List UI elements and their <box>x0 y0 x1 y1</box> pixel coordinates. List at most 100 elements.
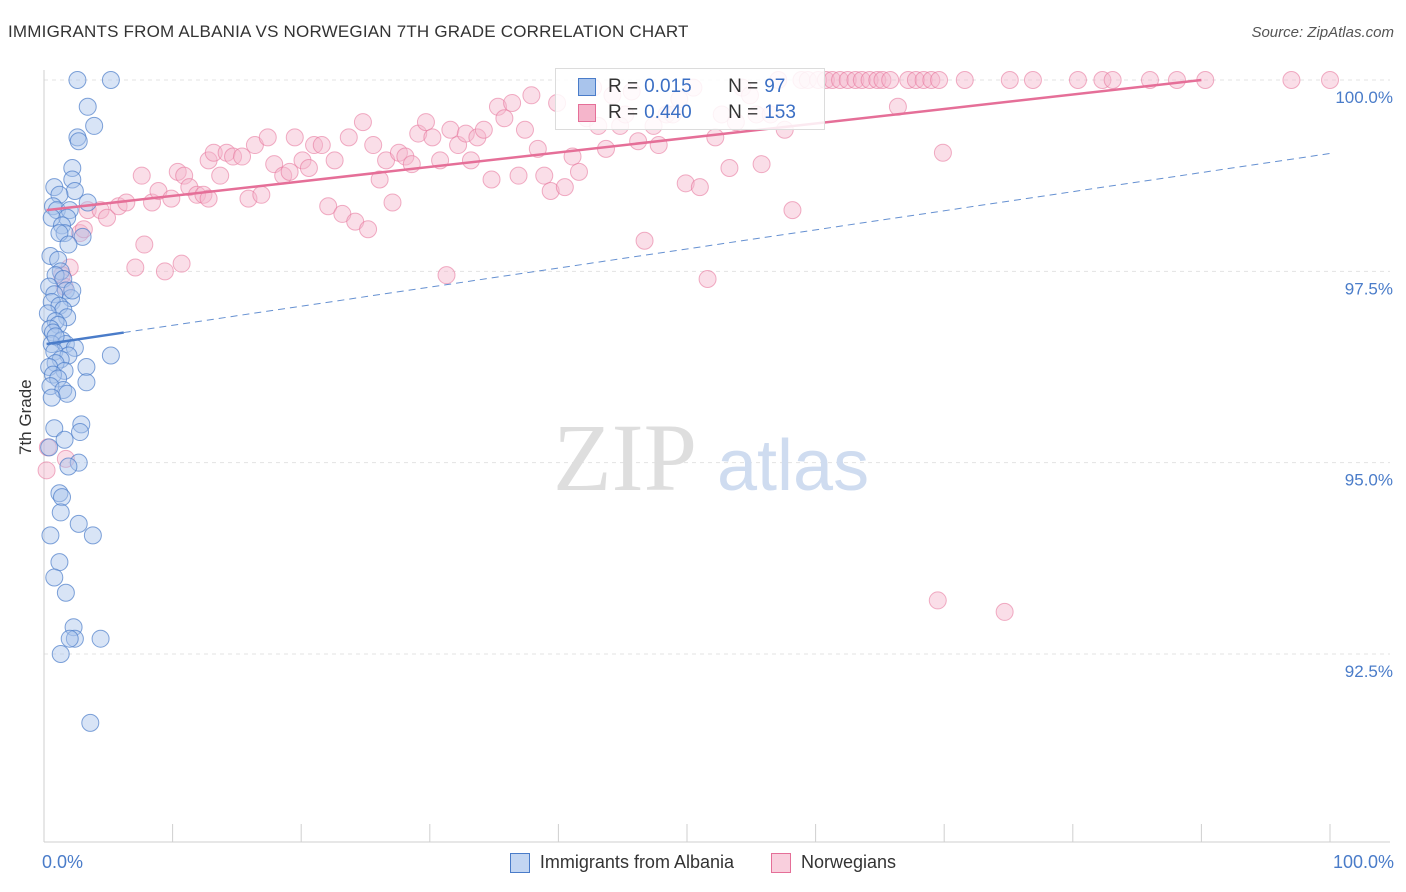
norwegians-point <box>555 178 574 197</box>
norwegians-point <box>1023 71 1042 89</box>
albania-point <box>55 224 74 243</box>
albania-point <box>63 281 82 300</box>
norwegians-swatch <box>578 104 596 122</box>
norwegians-point <box>383 193 402 212</box>
norwegians-point <box>922 71 941 89</box>
albania-point <box>69 132 88 151</box>
norwegians-point <box>928 591 947 610</box>
norwegians-point <box>162 189 181 208</box>
albania-point <box>77 358 96 376</box>
albania-point <box>51 645 70 663</box>
norwegians-point <box>1093 71 1112 89</box>
norwegians-point <box>172 254 191 273</box>
norwegians-points <box>37 71 1339 621</box>
albania-swatch <box>578 78 596 96</box>
norwegians-point <box>180 178 199 197</box>
stats-row-albania: R = 0.015 N = 97 <box>578 75 785 99</box>
albania-point <box>59 235 78 254</box>
norwegians-point <box>233 147 252 166</box>
chart-title: IMMIGRANTS FROM ALBANIA VS NORWEGIAN 7TH… <box>8 22 689 41</box>
norwegians-point <box>649 136 668 155</box>
norwegians-trend-line <box>46 78 1202 212</box>
legend-label-albania: Immigrants from Albania <box>539 852 734 872</box>
series-legend: Immigrants from Albania Norwegians <box>0 852 1406 878</box>
stats-legend: R = 0.015 N = 97 R = 0.440 N = 153 <box>555 68 825 130</box>
norwegians-point <box>211 166 230 185</box>
albania-point <box>64 618 83 637</box>
norwegians-point <box>706 128 725 147</box>
norwegians-point <box>676 174 695 193</box>
norwegians-point <box>280 162 299 181</box>
norwegians-point <box>98 208 117 227</box>
norwegians-point <box>319 197 338 216</box>
norwegians-point <box>461 151 480 170</box>
trend-lines <box>46 78 1331 346</box>
norwegians-point <box>690 178 709 197</box>
albania-point <box>83 526 102 545</box>
norwegians-point <box>312 136 331 155</box>
watermark-zip: ZIP <box>553 404 697 511</box>
norwegians-point <box>930 71 949 89</box>
albania-point <box>71 423 90 442</box>
albania-point <box>45 419 64 438</box>
albania-point <box>51 503 70 522</box>
norwegians-point <box>359 220 378 239</box>
norwegians-point <box>74 220 93 239</box>
albania-point <box>41 526 60 545</box>
y-tick-label: 97.5% <box>1345 279 1393 298</box>
chart-source: Source: ZipAtlas.com <box>1251 24 1394 41</box>
albania-point <box>53 488 72 507</box>
norwegians-r-label: R = <box>608 102 639 123</box>
albania-point <box>50 185 69 204</box>
norwegians-point <box>846 71 865 89</box>
axes <box>43 70 1390 843</box>
albania-trend-line <box>46 331 124 346</box>
norwegians-point <box>914 71 933 89</box>
norwegians-point <box>441 120 460 139</box>
norwegians-point <box>899 71 918 89</box>
legend-swatch-norwegians <box>771 852 792 873</box>
albania-point <box>58 308 77 327</box>
norwegians-point <box>831 71 850 89</box>
norwegians-point <box>370 170 389 189</box>
norwegians-point <box>416 113 435 132</box>
albania-point <box>55 361 74 380</box>
legend-item-norwegians[interactable]: Norwegians <box>771 852 896 873</box>
norwegians-point <box>1167 71 1186 89</box>
x-tick-label-min: 0.0% <box>42 852 84 872</box>
norwegians-point <box>881 71 900 89</box>
albania-point <box>59 457 78 476</box>
norwegians-point <box>299 159 318 178</box>
norwegians-point <box>456 124 475 143</box>
y-tick-labels: 92.5% 95.0% 97.5% 100.0% <box>1335 88 1393 681</box>
norwegians-point <box>995 602 1014 621</box>
norwegians-point <box>1282 71 1301 89</box>
norwegians-r-value: 0.440 <box>644 102 692 123</box>
albania-point <box>49 250 68 269</box>
norwegians-point <box>1068 71 1087 89</box>
norwegians-point <box>955 71 974 89</box>
norwegians-point <box>37 461 56 480</box>
albania-point <box>101 71 120 89</box>
albania-point <box>50 553 69 572</box>
norwegians-point <box>364 136 383 155</box>
albania-point <box>55 430 74 449</box>
norwegians-point <box>132 166 151 185</box>
norwegians-point <box>1000 71 1019 89</box>
norwegians-point <box>752 155 771 174</box>
watermark: ZIP atlas <box>553 404 869 511</box>
y-tick-label: 92.5% <box>1345 662 1393 681</box>
albania-point <box>73 227 92 246</box>
legend-item-albania[interactable]: Immigrants from Albania <box>509 852 734 873</box>
albania-points <box>38 71 120 732</box>
norwegians-point <box>535 166 554 185</box>
albania-point <box>65 629 84 648</box>
albania-point <box>68 71 87 89</box>
albania-point <box>65 181 84 200</box>
albania-point <box>63 170 82 189</box>
norwegians-point <box>252 185 271 204</box>
norwegians-point <box>495 109 514 128</box>
norwegians-point <box>293 151 312 170</box>
albania-point <box>46 327 65 346</box>
norwegians-point <box>720 159 739 178</box>
